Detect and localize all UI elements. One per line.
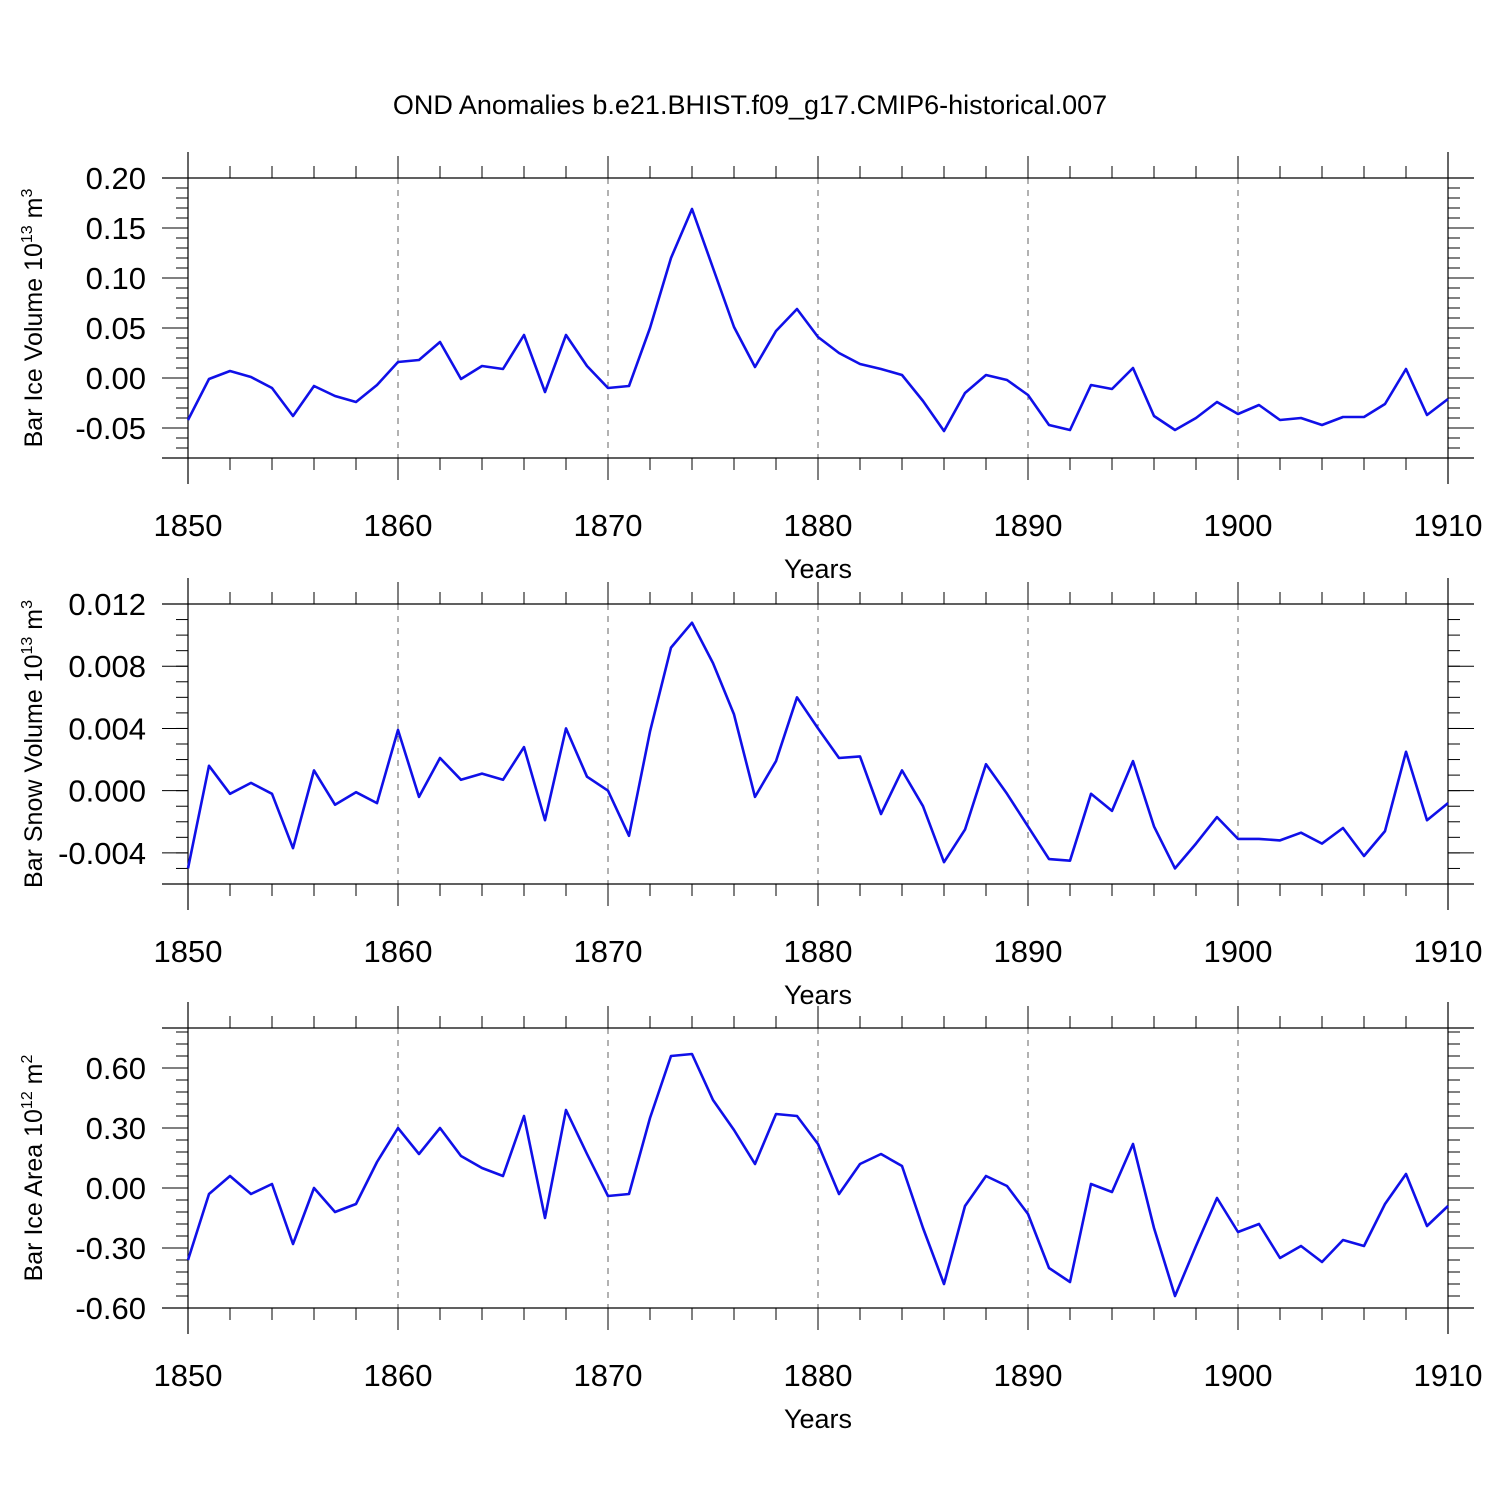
x-axis-label: Years [784, 980, 852, 1010]
x-tick-label: 1900 [1204, 508, 1273, 543]
y-tick-label: -0.004 [58, 836, 146, 871]
panels: 0.20 0.15 0.10 0.05 0.00 -0.05 1850 1860 1870 188… [19, 152, 1482, 1434]
y-tick-label: 0.10 [86, 261, 146, 296]
y-tick-label: 0.012 [68, 587, 146, 622]
x-tick-label: 1910 [1414, 508, 1483, 543]
x-tick-label: 1850 [154, 508, 223, 543]
panel-1: 0.20 0.15 0.10 0.05 0.00 -0.05 1850 1860 1870 188… [19, 152, 1482, 584]
series-line [186, 621, 1449, 870]
x-tick-label: 1880 [784, 1358, 853, 1393]
y-tick-label: 0.20 [86, 161, 146, 196]
y-tick-label: -0.30 [75, 1231, 146, 1266]
x-tick-label: 1860 [364, 1358, 433, 1393]
x-axis-label: Years [784, 1404, 852, 1434]
y-tick-label: 0.05 [86, 311, 146, 346]
y-axis-label: Bar Snow Volume 1013 m3 [19, 600, 48, 888]
x-tick-label: 1910 [1414, 934, 1483, 969]
x-tick-label: 1870 [574, 508, 643, 543]
x-tick-label: 1860 [364, 508, 433, 543]
chart-title: OND Anomalies b.e21.BHIST.f09_g17.CMIP6-… [393, 90, 1107, 120]
x-axis-label: Years [784, 554, 852, 584]
x-tick-label: 1880 [784, 508, 853, 543]
x-tick-label: 1850 [154, 934, 223, 969]
y-tick-label: 0.008 [68, 649, 146, 684]
panel-2: 0.012 0.008 0.004 0.000 -0.004 1850 1860 1870 18… [19, 578, 1482, 1010]
series-line [186, 1052, 1449, 1298]
y-tick-label: -0.60 [75, 1291, 146, 1326]
y-tick-label: 0.000 [68, 774, 146, 809]
x-tick-label: 1880 [784, 934, 853, 969]
x-tick-label: 1900 [1204, 934, 1273, 969]
x-tick-label: 1870 [574, 1358, 643, 1393]
y-tick-label: 0.00 [86, 361, 146, 396]
x-tick-label: 1870 [574, 934, 643, 969]
x-tick-label: 1890 [994, 508, 1063, 543]
y-tick-label: 0.15 [86, 211, 146, 246]
y-tick-label: 0.004 [68, 711, 146, 746]
x-tick-label: 1860 [364, 934, 433, 969]
y-tick-label: -0.05 [75, 411, 146, 446]
x-tick-label: 1900 [1204, 1358, 1273, 1393]
series-line [186, 207, 1449, 433]
x-tick-label: 1850 [154, 1358, 223, 1393]
x-tick-label: 1890 [994, 1358, 1063, 1393]
y-tick-label: 0.00 [86, 1171, 146, 1206]
y-axis-label: Bar Ice Volume 1013 m3 [19, 189, 48, 448]
y-tick-label: 0.60 [86, 1051, 146, 1086]
x-tick-label: 1910 [1414, 1358, 1483, 1393]
y-tick-label: 0.30 [86, 1111, 146, 1146]
x-tick-label: 1890 [994, 934, 1063, 969]
y-axis-label: Bar Ice Area 1012 m2 [19, 1055, 48, 1282]
